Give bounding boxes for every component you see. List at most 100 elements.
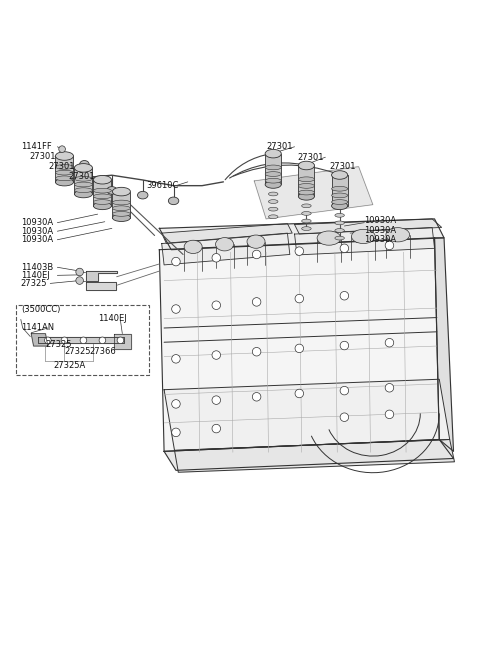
- Circle shape: [340, 386, 348, 395]
- Circle shape: [252, 250, 261, 258]
- Text: 10930A: 10930A: [21, 218, 53, 227]
- Ellipse shape: [335, 228, 344, 232]
- Text: 1141FF: 1141FF: [21, 142, 51, 152]
- Circle shape: [385, 338, 394, 347]
- Text: 27301: 27301: [329, 162, 356, 171]
- Circle shape: [295, 247, 303, 255]
- Ellipse shape: [247, 235, 265, 248]
- Polygon shape: [38, 337, 124, 343]
- Circle shape: [295, 344, 303, 353]
- Ellipse shape: [74, 190, 93, 197]
- Polygon shape: [332, 175, 348, 206]
- Polygon shape: [175, 440, 455, 472]
- Ellipse shape: [299, 177, 314, 182]
- Circle shape: [61, 337, 68, 344]
- Circle shape: [340, 341, 348, 350]
- Circle shape: [117, 337, 124, 344]
- Text: 27325: 27325: [64, 347, 91, 356]
- Circle shape: [80, 337, 87, 344]
- Text: 27325A: 27325A: [53, 361, 85, 369]
- Ellipse shape: [112, 200, 131, 205]
- Text: 27301: 27301: [266, 142, 293, 152]
- Polygon shape: [112, 192, 131, 218]
- Text: 10930A: 10930A: [364, 216, 396, 225]
- Circle shape: [45, 337, 51, 344]
- Text: 27301: 27301: [30, 152, 56, 161]
- Text: 27301: 27301: [297, 153, 324, 161]
- Circle shape: [212, 253, 220, 262]
- Polygon shape: [162, 233, 290, 265]
- Circle shape: [385, 241, 394, 250]
- Ellipse shape: [112, 214, 131, 222]
- Ellipse shape: [301, 204, 311, 208]
- Text: 27301: 27301: [49, 162, 75, 171]
- Text: 27366: 27366: [89, 347, 116, 356]
- Text: 1141AN: 1141AN: [21, 323, 54, 333]
- Ellipse shape: [56, 176, 73, 180]
- Ellipse shape: [94, 188, 111, 193]
- Circle shape: [295, 295, 303, 303]
- Text: 10930A: 10930A: [364, 236, 396, 244]
- Circle shape: [295, 389, 303, 398]
- Ellipse shape: [335, 221, 344, 225]
- Ellipse shape: [335, 236, 344, 240]
- Polygon shape: [164, 379, 450, 451]
- Ellipse shape: [94, 194, 111, 199]
- Text: 10930A: 10930A: [21, 227, 53, 236]
- Ellipse shape: [268, 207, 278, 211]
- Circle shape: [385, 410, 394, 419]
- Circle shape: [76, 277, 84, 284]
- Text: 27325: 27325: [46, 340, 72, 349]
- Text: 27301: 27301: [68, 172, 95, 180]
- Circle shape: [212, 301, 220, 310]
- Polygon shape: [159, 238, 439, 451]
- Text: 10930A: 10930A: [364, 226, 396, 235]
- Ellipse shape: [112, 206, 131, 211]
- Ellipse shape: [112, 211, 131, 216]
- Circle shape: [76, 268, 84, 276]
- Polygon shape: [265, 154, 281, 184]
- Polygon shape: [159, 219, 444, 250]
- Ellipse shape: [332, 171, 348, 179]
- Ellipse shape: [94, 202, 111, 210]
- Ellipse shape: [112, 188, 131, 196]
- Ellipse shape: [301, 227, 311, 230]
- Ellipse shape: [301, 219, 311, 223]
- Circle shape: [99, 337, 106, 344]
- Ellipse shape: [268, 199, 278, 203]
- Text: 1140EJ: 1140EJ: [21, 271, 49, 280]
- Ellipse shape: [56, 171, 73, 175]
- Circle shape: [340, 413, 348, 421]
- Circle shape: [252, 392, 261, 401]
- Text: 1140EJ: 1140EJ: [97, 314, 126, 323]
- Ellipse shape: [80, 161, 89, 168]
- Ellipse shape: [268, 192, 278, 196]
- Circle shape: [212, 351, 220, 359]
- Ellipse shape: [56, 178, 73, 186]
- Ellipse shape: [332, 193, 348, 197]
- Polygon shape: [74, 168, 93, 194]
- Ellipse shape: [74, 163, 93, 172]
- Circle shape: [252, 298, 261, 306]
- Polygon shape: [434, 238, 454, 451]
- Circle shape: [340, 244, 348, 253]
- Circle shape: [59, 146, 65, 152]
- Ellipse shape: [74, 182, 93, 187]
- Polygon shape: [299, 165, 314, 196]
- Ellipse shape: [107, 186, 117, 194]
- Ellipse shape: [168, 197, 179, 205]
- Ellipse shape: [74, 176, 93, 181]
- Ellipse shape: [335, 213, 344, 217]
- Text: 39610C: 39610C: [146, 181, 179, 190]
- Text: (3500CC): (3500CC): [21, 306, 60, 314]
- Polygon shape: [295, 228, 434, 255]
- Ellipse shape: [265, 165, 281, 170]
- Ellipse shape: [351, 230, 375, 243]
- Ellipse shape: [299, 184, 314, 188]
- Circle shape: [172, 305, 180, 314]
- Text: 27325: 27325: [21, 279, 48, 288]
- Ellipse shape: [332, 199, 348, 205]
- Text: 10930A: 10930A: [21, 236, 53, 244]
- Ellipse shape: [56, 152, 73, 160]
- Polygon shape: [295, 219, 442, 234]
